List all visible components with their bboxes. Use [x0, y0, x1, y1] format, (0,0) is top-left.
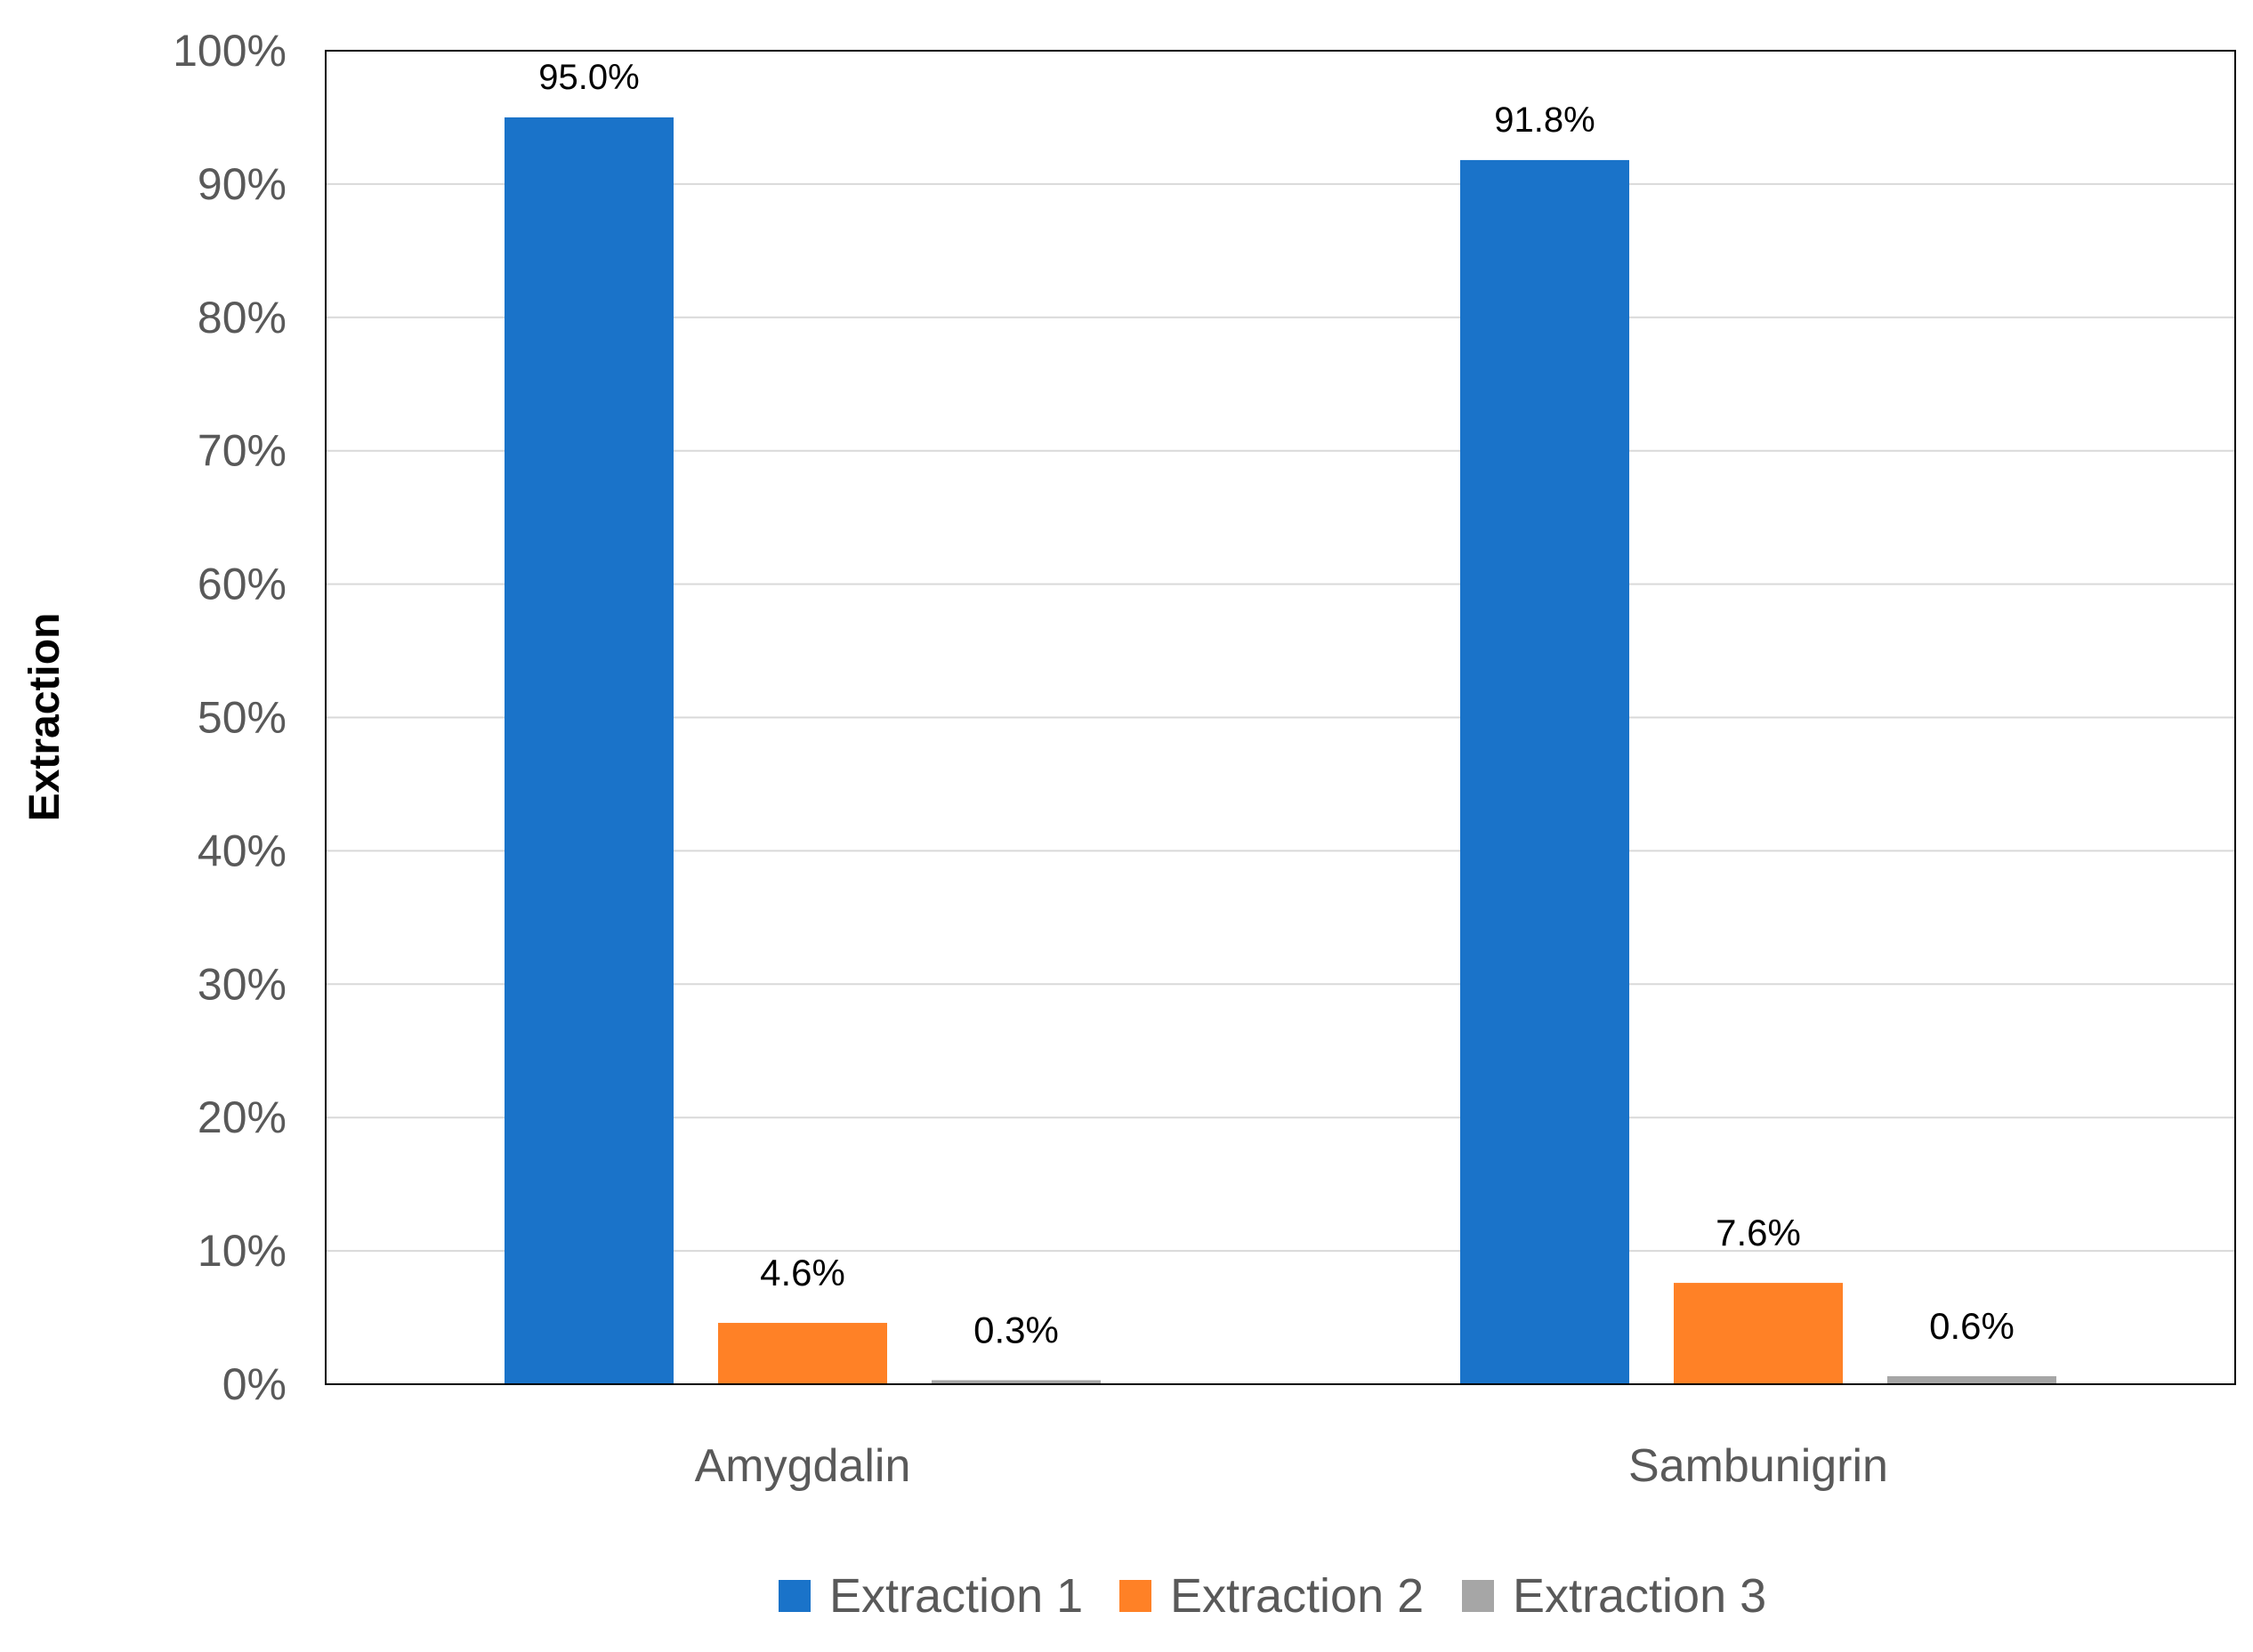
legend-swatch-extraction-1	[779, 1580, 811, 1612]
y-tick-label: 30%	[198, 959, 287, 1009]
y-tick-label: 0%	[222, 1359, 287, 1409]
plot-area-border	[325, 50, 2236, 1385]
legend-label: Extraction 3	[1513, 1569, 1766, 1623]
x-axis-categories: Amygdalin Sambunigrin	[695, 1440, 1888, 1492]
legend-label: Extraction 1	[829, 1569, 1083, 1623]
data-label: 95.0%	[538, 58, 639, 97]
y-tick-label: 50%	[198, 693, 287, 743]
bar-extraction-1-amygdalin	[505, 117, 674, 1385]
y-tick-label: 80%	[198, 293, 287, 342]
y-tick-label: 60%	[198, 560, 287, 609]
bars	[505, 117, 2056, 1385]
y-tick-label: 70%	[198, 426, 287, 476]
y-tick-label: 100%	[173, 26, 287, 76]
data-label: 4.6%	[760, 1252, 845, 1293]
y-tick-label: 90%	[198, 159, 287, 209]
bar-extraction-1-sambunigrin	[1460, 159, 1629, 1385]
bar-extraction-3-amygdalin	[932, 1380, 1101, 1384]
legend: Extraction 1 Extraction 2 Extraction 3	[779, 1569, 1766, 1623]
data-label: 7.6%	[1716, 1212, 1801, 1253]
x-category-label: Sambunigrin	[1628, 1440, 1888, 1492]
bar-extraction-2-amygdalin	[718, 1323, 887, 1384]
data-label: 91.8%	[1494, 101, 1595, 140]
data-labels: 95.0% 4.6% 0.3% 91.8% 7.6% 0.6%	[538, 58, 2015, 1351]
legend-swatch-extraction-2	[1119, 1580, 1151, 1612]
y-tick-label: 20%	[198, 1092, 287, 1142]
data-label: 0.3%	[973, 1310, 1059, 1351]
y-tick-label: 10%	[198, 1226, 287, 1276]
legend-label: Extraction 2	[1170, 1569, 1424, 1623]
y-axis-ticks: 0% 10% 20% 30% 40% 50% 60% 70% 80% 90% 100%	[173, 26, 287, 1409]
y-axis-title: Extraction	[21, 613, 69, 822]
y-tick-label: 40%	[198, 826, 287, 875]
x-category-label: Amygdalin	[695, 1440, 911, 1492]
bar-extraction-2-sambunigrin	[1674, 1283, 1843, 1384]
bar-extraction-3-sambunigrin	[1887, 1376, 2056, 1384]
legend-swatch-extraction-3	[1462, 1580, 1494, 1612]
data-label: 0.6%	[1929, 1305, 2015, 1347]
